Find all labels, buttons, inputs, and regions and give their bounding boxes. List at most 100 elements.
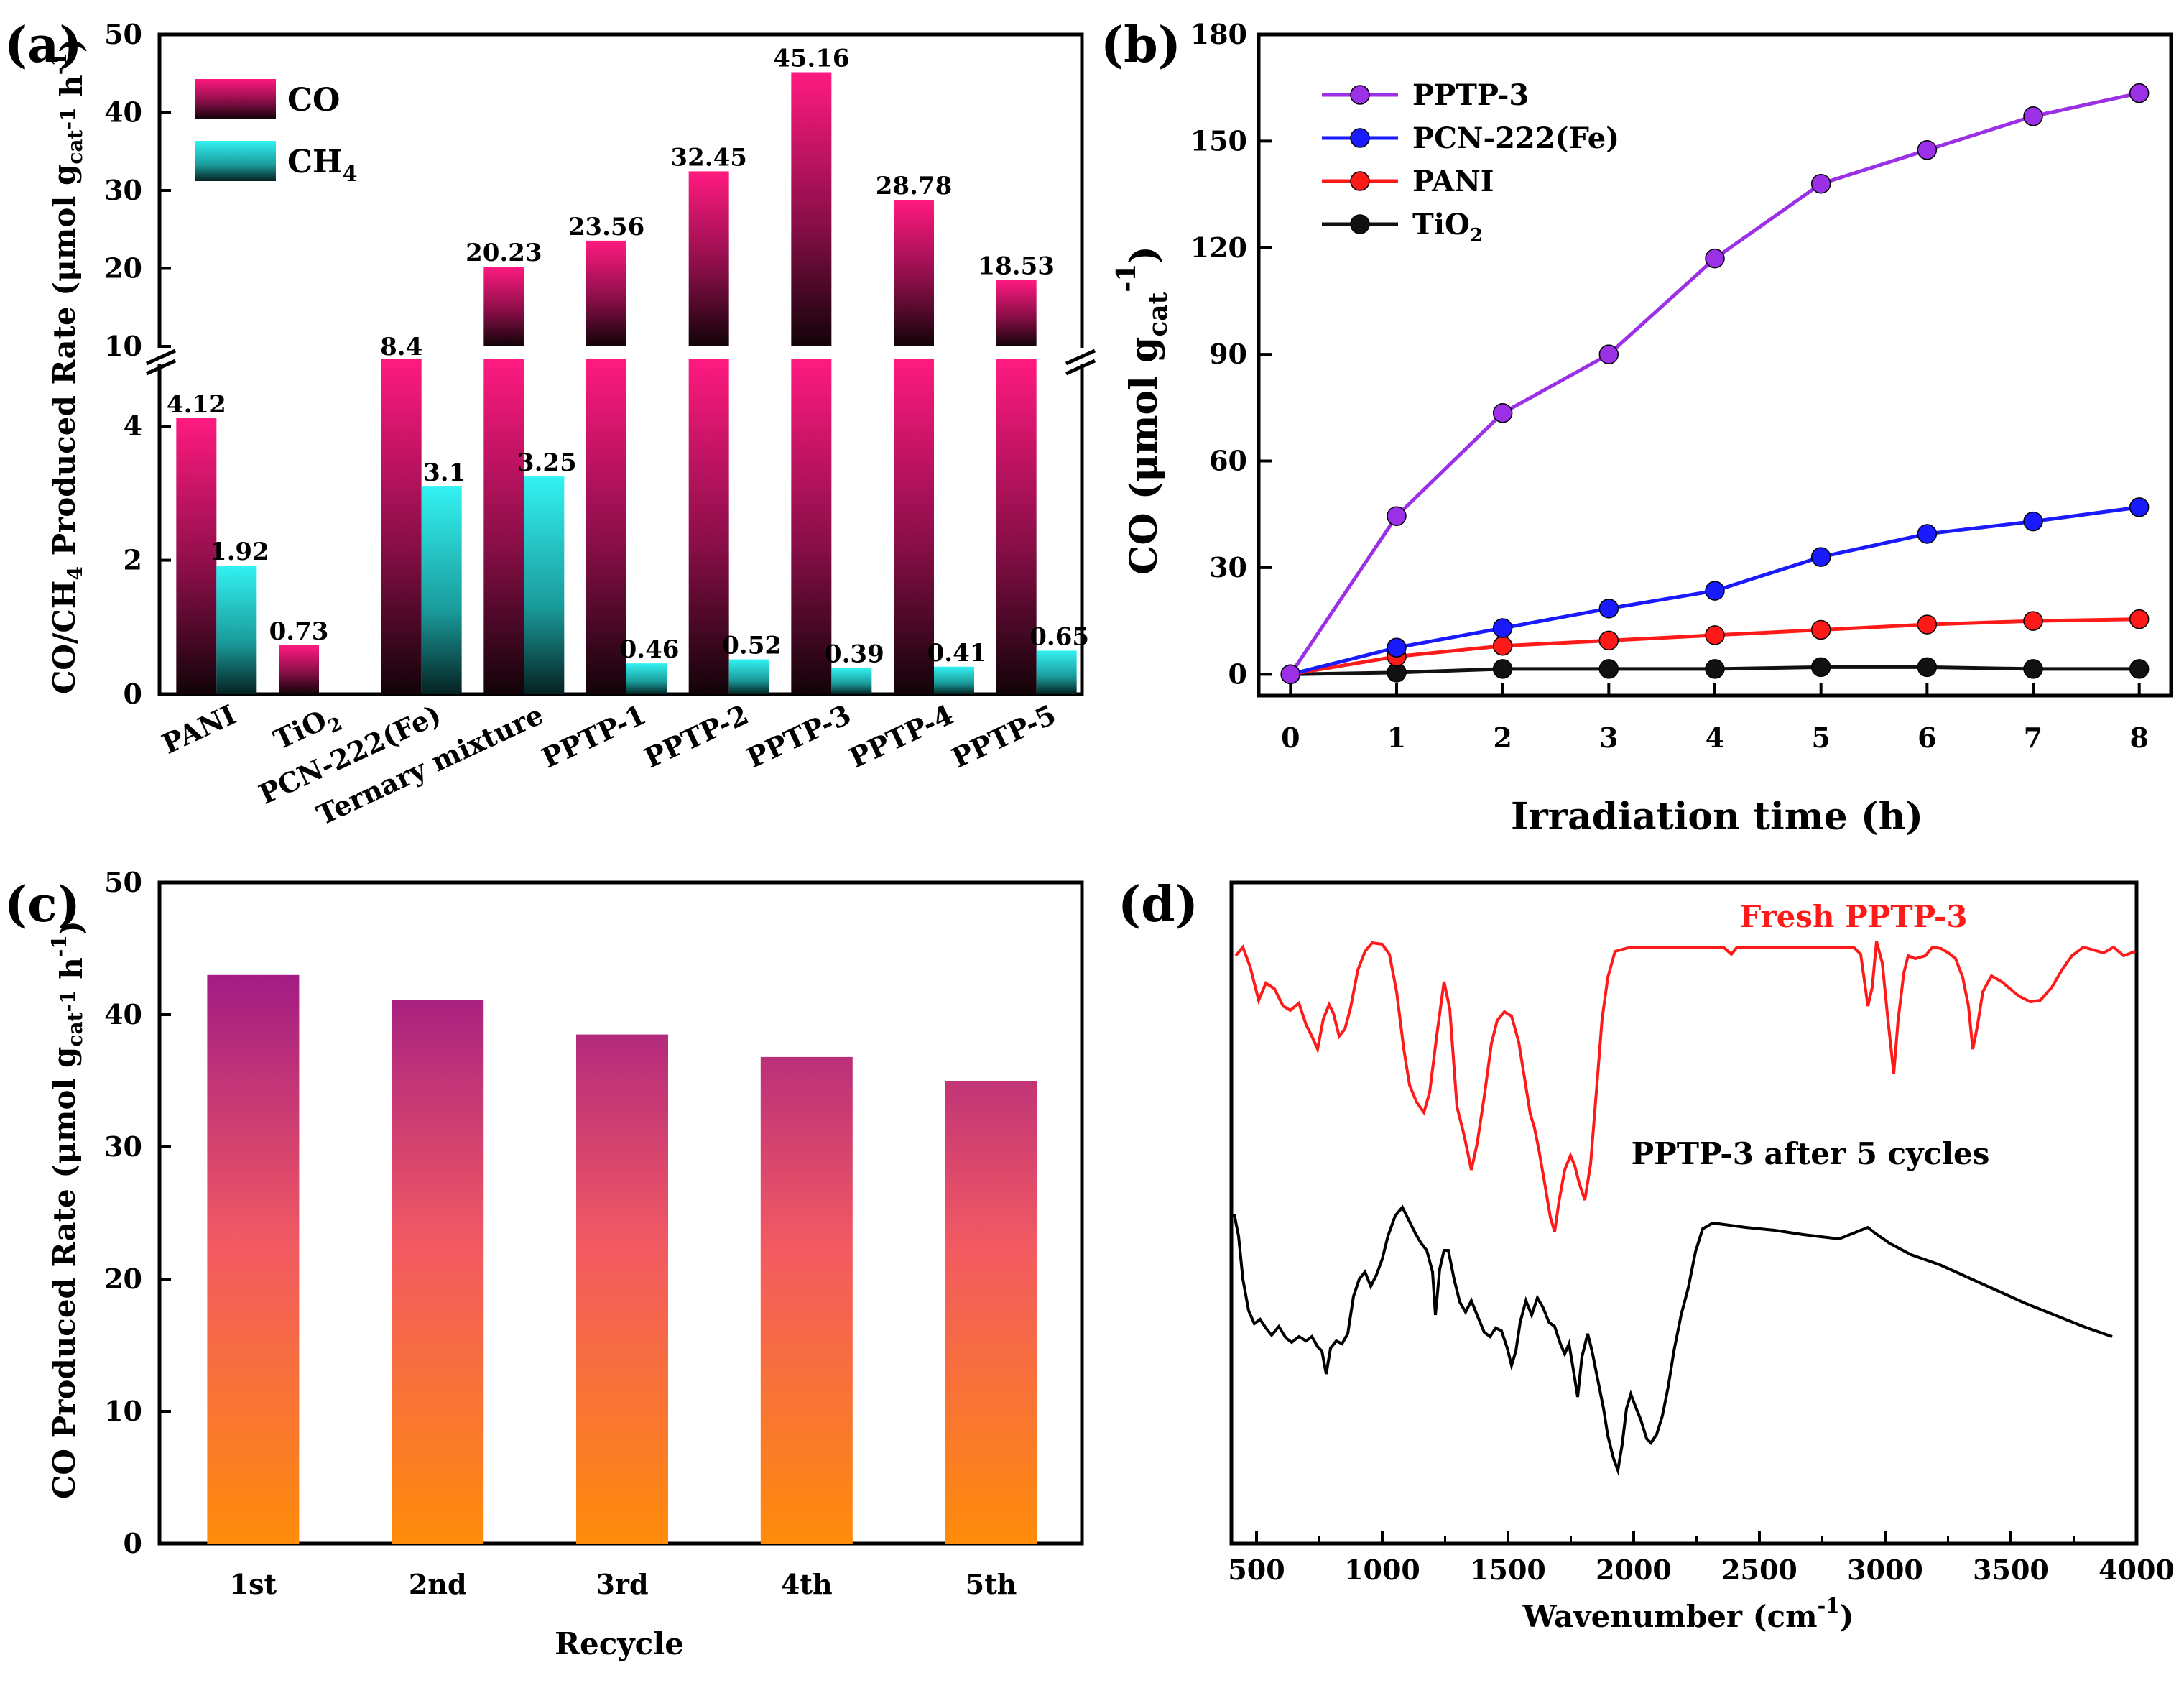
co-bar (586, 359, 626, 694)
ch4-value-label: 0.46 (620, 635, 680, 664)
data-point (1598, 659, 1619, 679)
ytick-label: 90 (1209, 338, 1247, 370)
co-value-label: 28.78 (876, 172, 952, 200)
ytick-label: 180 (1190, 18, 1247, 50)
category-label: PPTP-1 (537, 698, 651, 774)
data-point (2023, 659, 2043, 679)
panel-b-ylabel: CO (μmol gcat-1) (1111, 246, 1173, 575)
category-label: PPTP-3 (741, 698, 856, 774)
ytick-label: 120 (1190, 231, 1247, 264)
panel-a-ylabel: CO/CH4 Produced Rate (μmol gcat-1 h-1) (47, 38, 89, 694)
xtick-label: 2000 (1596, 1554, 1672, 1586)
data-point (2023, 511, 2043, 532)
panel-a-bars (176, 72, 1077, 694)
xtick-label: 7 (2024, 721, 2042, 754)
panel-d: (d) 500 1000 1500 2000 2500 3000 3500 4000 Fres… (1118, 876, 2175, 1634)
ytick-label: 10 (104, 1395, 142, 1427)
legend-ch4-label: CH4 (287, 144, 357, 187)
co-bar (996, 359, 1037, 694)
ch4-bar (934, 666, 974, 694)
panel-c-label: (c) (4, 876, 80, 933)
recycle-bar (576, 1034, 668, 1544)
legend-marker (1350, 85, 1370, 105)
data-point (1705, 625, 1725, 645)
data-point (1810, 657, 1831, 678)
recycle-bar (207, 974, 300, 1544)
co-value-label: 0.73 (269, 617, 329, 646)
data-point (2129, 609, 2150, 629)
panel-b-xlabel: Irradiation time (h) (1511, 795, 1923, 839)
legend-ch4-swatch (195, 141, 276, 181)
category-label: PPTP-2 (639, 698, 754, 774)
xtick-label: 8 (2129, 721, 2148, 754)
co-bar (483, 359, 524, 694)
ytick-label: 0 (1228, 658, 1247, 690)
panel-c: (c) 0 10 20 30 40 50 1st 2nd 3rd 4th 5th Recycle C… (4, 866, 1084, 1661)
category-label: PPTP-4 (844, 698, 958, 774)
co-bar-upper (586, 240, 626, 346)
data-point (1598, 630, 1619, 651)
legend-marker (1350, 128, 1370, 148)
cycled-label: PPTP-3 after 5 cycles (1632, 1136, 1990, 1171)
xtick-label: 3000 (1847, 1554, 1923, 1586)
data-point (1492, 403, 1513, 423)
category-label: PANI (157, 698, 241, 760)
data-point (2023, 106, 2043, 126)
ytick-label: 2 (124, 544, 142, 576)
co-value-label: 45.16 (773, 45, 849, 73)
ch4-value-label: 0.39 (825, 640, 884, 669)
co-bar-upper (996, 280, 1037, 346)
xtick-label: 5th (966, 1568, 1017, 1600)
data-point (1810, 173, 1831, 194)
recycle-bar (760, 1056, 853, 1544)
data-point (1492, 659, 1513, 679)
co-bar (894, 359, 934, 694)
xtick-label: 2 (1493, 721, 1512, 754)
category-label: PPTP-5 (947, 698, 1061, 774)
xtick-label: 5 (1811, 721, 1830, 754)
cycled-pptp3-spectrum (1233, 1204, 2113, 1476)
legend-label: TiO2 (1412, 208, 1483, 246)
legend-marker (1350, 171, 1370, 191)
data-point (1705, 659, 1725, 679)
co-value-label: 32.45 (670, 143, 746, 172)
co-value-label: 8.4 (380, 333, 422, 361)
legend-co-swatch (195, 79, 276, 119)
legend-label: PCN-222(Fe) (1412, 121, 1619, 155)
xtick-label: 3500 (1973, 1554, 2049, 1586)
co-bar (688, 359, 729, 694)
xtick-label: 4th (781, 1568, 833, 1600)
panel-a-yticks: 0 2 4 10 20 30 40 50 (104, 18, 171, 710)
ch4-bar (421, 486, 462, 694)
ytick-label: 40 (104, 96, 142, 129)
legend-co-label: CO (287, 82, 340, 119)
ch4-value-label: 0.52 (722, 632, 782, 660)
panel-a-value-labels: 4.12 1.92 0.73 8.4 3.1 20.23 3.25 23.56 0.46 32.4… (167, 45, 1089, 669)
panel-a: (a) 0 2 4 10 20 30 40 50 4.12 1.92 0.73 8.4 3.1 20.2… (4, 17, 1098, 831)
fresh-label: Fresh PPTP-3 (1739, 899, 1967, 934)
legend-marker (1350, 214, 1370, 234)
co-bar-upper (791, 72, 832, 346)
panel-b-ticks: 0 1 2 3 4 5 6 7 8 0 30 60 90 120 150 180 (1190, 18, 2149, 754)
ch4-value-label: 0.65 (1029, 622, 1089, 651)
xtick-label: 1st (230, 1568, 277, 1600)
xtick-label: 2nd (409, 1568, 467, 1600)
legend-label: PPTP-3 (1412, 78, 1529, 112)
data-point (2129, 83, 2150, 103)
ch4-bar (831, 668, 872, 694)
ch4-bar (216, 566, 257, 694)
ytick-label: 30 (104, 174, 142, 206)
ch4-value-label: 3.25 (517, 448, 577, 477)
data-point (1705, 248, 1725, 269)
legend-label: PANI (1412, 165, 1494, 198)
data-point (1492, 618, 1513, 638)
panel-d-xlabel: Wavenumber (cm-1) (1522, 1594, 1854, 1634)
xtick-label: 6 (1917, 721, 1936, 754)
panel-c-bars (207, 974, 1037, 1544)
co-bar-upper (894, 200, 934, 346)
ytick-label: 20 (104, 1263, 142, 1295)
recycle-bar (945, 1081, 1037, 1544)
xtick-label: 4000 (2099, 1554, 2175, 1586)
xtick-label: 1000 (1344, 1554, 1420, 1586)
